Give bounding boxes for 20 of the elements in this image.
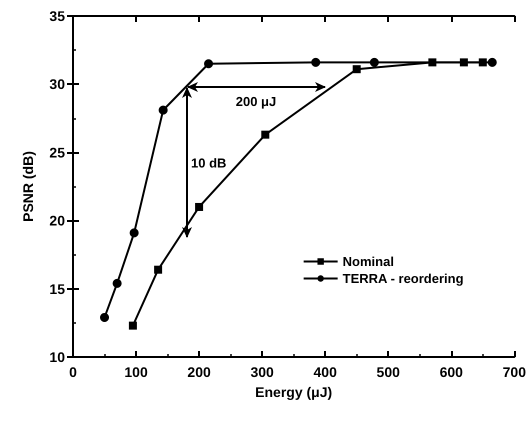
- y-tick-label: 35: [49, 8, 66, 24]
- x-axis-title: Energy (μJ): [255, 384, 332, 400]
- y-axis-title: PSNR (dB): [20, 151, 36, 222]
- y-tick-label: 25: [49, 144, 66, 160]
- y-tick-label: 15: [49, 280, 66, 297]
- legend-label: Nominal: [342, 254, 394, 269]
- annotation: 200 μJ: [236, 94, 276, 109]
- annotation: 10 dB: [191, 156, 226, 170]
- x-tick-label: 300: [250, 364, 274, 380]
- x-tick-label: 200: [187, 364, 211, 380]
- x-tick-label: 0: [69, 364, 78, 380]
- legend-label: TERRA - reordering: [342, 271, 464, 286]
- y-tick-label: 30: [49, 76, 66, 92]
- x-tick-label: 700: [502, 364, 526, 380]
- x-tick-label: 500: [376, 364, 400, 380]
- x-tick-label: 100: [124, 364, 148, 380]
- x-tick-label: 600: [440, 364, 464, 380]
- y-tick-label: 10: [49, 349, 66, 365]
- x-tick-label: 400: [314, 364, 338, 380]
- y-tick-label: 20: [49, 212, 66, 229]
